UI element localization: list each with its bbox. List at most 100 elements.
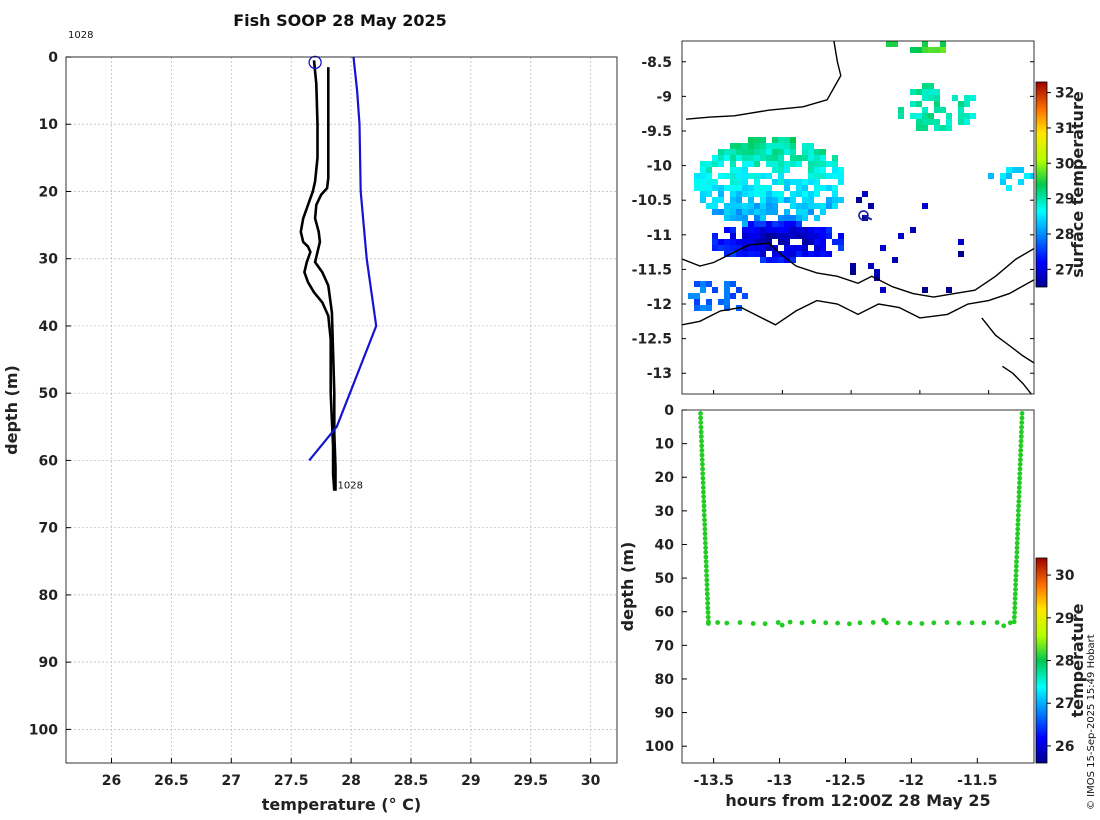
y-tick-label: 90 [655,706,675,722]
sst-pixel [988,173,994,179]
data-point [956,620,962,626]
sst-pixel [748,221,754,227]
data-point [994,620,1000,625]
sst-pixel [730,179,736,185]
plot-frame [65,56,618,764]
sst-pixel [778,143,784,149]
sst-pixel [754,161,760,167]
sst-pixel [814,203,820,209]
sst-pixel [814,167,820,173]
coastline [981,317,1034,364]
data-point [700,461,705,467]
colorbar-tick-label: 30 [1055,156,1075,172]
data-point [1012,605,1018,611]
data-point [699,457,705,463]
sst-pixel [790,227,796,233]
data-point [700,471,706,476]
sst-pixel [934,47,940,53]
data-point [698,429,704,435]
sst-pixel [748,161,754,167]
sst-pixel [742,149,748,155]
sst-pixel [922,203,928,209]
sst-pixel [724,239,730,245]
y-tick-label: -9.5 [641,124,672,140]
plot-area [66,57,617,763]
sst-pixel [1000,179,1006,185]
sst-pixel [736,185,742,191]
sst-pixel [742,227,748,233]
sst-pixel [922,119,928,125]
sst-pixel [712,233,718,239]
sst-pixel [778,233,784,239]
sst-pixel [766,191,772,197]
sst-pixel [772,203,778,209]
sst-pixel [730,155,736,161]
sst-pixel [766,221,772,227]
sst-pixel [814,239,820,245]
x-tick-label: -13 [767,773,792,789]
sst-pixel [910,113,916,119]
sst-pixel [784,197,790,203]
sst-pixel [790,233,796,239]
sst-pixel [784,143,790,149]
sst-pixel [772,197,778,203]
sst-pixel [742,233,748,239]
data-point [1016,503,1021,509]
sst-pixel [826,227,832,233]
sst-pixel [766,197,772,203]
colorbar-tick-label: 30 [1055,568,1075,584]
y-tick-label: -12.5 [632,332,672,348]
data-point [702,522,708,527]
temperature-profile-panel: 26 26.5 27 27.5 28 28.5 29 29.5 30 0 10 20 30 40 50 60 7… [2,30,618,814]
sst-pixel [784,227,790,233]
y-tick-label: 20 [655,470,675,486]
sst-pixel [802,197,808,203]
sst-pixel [790,215,796,221]
colorbar-bar [1035,557,1048,764]
sst-pixel [712,209,718,215]
data-point [705,614,711,620]
sst-pixel [820,155,826,161]
sst-pixel [730,191,736,197]
data-point [883,620,889,626]
colorbar-tick-label: 32 [1055,86,1074,102]
sst-pixel [742,179,748,185]
sst-pixel [730,203,736,209]
sst-pixel [736,197,742,203]
sst-pixel [886,41,892,47]
y-tick-label: -11 [647,228,672,244]
sst-pixel [802,185,808,191]
sst-pixel [796,245,802,251]
data-point [1018,443,1024,449]
data-point [799,620,805,626]
sst-pixel [868,263,874,269]
sst-pixel [754,191,760,197]
sst-pixel [790,191,796,197]
sst-pixel [850,263,856,269]
sst-pixel [802,143,808,149]
series-line [313,67,337,491]
data-point [1012,596,1018,601]
sst-pixel [730,185,736,191]
sst-pixel [946,119,952,125]
sst-pixel [796,221,802,227]
data-point [1016,499,1022,504]
sst-pixel [838,233,844,239]
data-point [1011,619,1017,625]
sst-pixel [724,155,730,161]
x-tick-label: 27 [222,773,241,789]
sst-pixel [826,233,832,239]
y-axis-label: depth (m) [618,542,637,632]
time-depth-panel: -13.5 -13 -12.5 -12 -11.5 0 10 20 30 40 50 60 70 80 90… [618,398,1036,810]
x-tick-label: 26 [102,773,121,789]
sst-pixel [688,293,694,299]
sst-pixel [940,125,946,131]
sst-pixel [730,227,736,233]
colorbar-tick-label: 28 [1055,227,1074,243]
sst-pixel [796,203,802,209]
data-point [1017,466,1023,472]
sst-pixel [778,149,784,155]
x-tick-label: -11.5 [957,773,997,789]
colorbar-tick-label: 31 [1055,121,1074,137]
sst-pixel [808,209,814,215]
